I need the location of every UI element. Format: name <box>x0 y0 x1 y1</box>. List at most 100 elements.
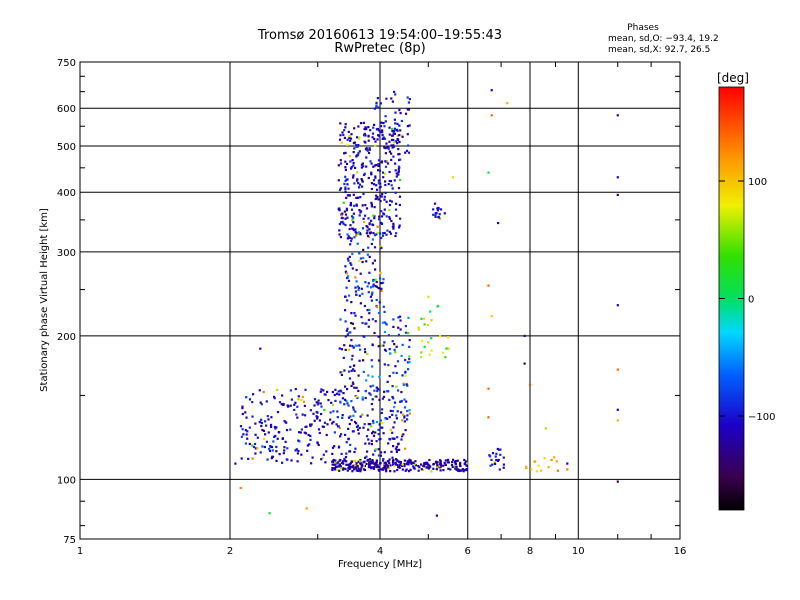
data-point <box>339 134 342 137</box>
data-point <box>400 119 403 123</box>
data-point <box>338 464 341 467</box>
data-point <box>392 222 395 225</box>
data-point <box>417 469 420 472</box>
data-point <box>259 401 262 404</box>
data-point <box>333 463 336 466</box>
data-point <box>377 129 380 132</box>
data-point <box>388 461 391 465</box>
data-point <box>308 443 311 446</box>
data-point <box>343 457 346 460</box>
data-point <box>346 388 349 391</box>
data-point <box>362 121 365 124</box>
data-point <box>399 319 402 322</box>
data-point <box>252 445 256 449</box>
data-point <box>358 252 361 255</box>
data-point <box>354 460 357 463</box>
data-point <box>407 332 410 335</box>
data-point <box>375 101 378 104</box>
data-point <box>259 418 263 422</box>
data-point <box>262 390 265 394</box>
data-point <box>364 204 367 207</box>
data-point <box>365 379 368 382</box>
data-point <box>426 461 429 464</box>
data-point <box>304 388 307 391</box>
data-point <box>383 461 386 464</box>
data-point <box>423 465 426 468</box>
data-point <box>393 470 396 473</box>
data-point <box>342 201 345 204</box>
data-point <box>354 314 357 317</box>
data-point <box>345 209 348 212</box>
data-point <box>396 468 399 472</box>
data-point <box>351 470 354 473</box>
data-point <box>390 138 394 142</box>
data-point <box>362 426 365 429</box>
data-point <box>347 416 351 419</box>
data-point <box>389 180 392 183</box>
data-point <box>374 395 377 398</box>
colorbar: [deg] 100 0 −100 <box>717 71 775 511</box>
data-point <box>407 368 410 371</box>
data-point <box>374 320 377 323</box>
data-point <box>349 443 352 446</box>
data-point <box>375 298 378 302</box>
data-point <box>387 183 390 186</box>
data-point <box>392 426 395 429</box>
data-point <box>241 412 244 416</box>
data-point <box>309 424 312 428</box>
data-point <box>282 452 285 455</box>
data-point <box>345 441 348 444</box>
data-point <box>377 311 381 315</box>
data-point <box>396 360 400 363</box>
data-point <box>372 232 375 235</box>
data-point <box>268 447 271 451</box>
data-point <box>352 414 355 417</box>
data-point <box>376 464 379 467</box>
data-point <box>358 136 361 139</box>
data-point <box>387 364 390 367</box>
data-point <box>525 466 528 470</box>
data-point <box>280 403 283 406</box>
axis-ticks: 1 2 4 6 8 10 16 75 100 200 300 400 500 600 750 <box>57 58 686 557</box>
y-tick-label-750: 750 <box>57 58 76 69</box>
data-point <box>332 458 335 462</box>
data-point <box>357 196 360 199</box>
data-point <box>381 171 385 174</box>
data-point <box>497 458 500 461</box>
data-point <box>234 462 237 465</box>
data-point <box>293 403 296 406</box>
data-point <box>405 383 408 386</box>
data-point <box>358 214 361 217</box>
data-point <box>388 375 391 378</box>
data-point <box>315 415 318 418</box>
data-point <box>406 418 409 421</box>
data-point <box>361 180 364 183</box>
data-point <box>383 464 386 467</box>
data-point <box>439 335 442 338</box>
data-point <box>348 155 352 158</box>
data-point <box>373 206 376 209</box>
data-point <box>278 453 281 456</box>
data-point <box>363 304 366 308</box>
data-point <box>368 148 371 151</box>
data-point <box>399 112 402 115</box>
data-point <box>381 422 384 425</box>
data-point <box>346 194 349 197</box>
data-point <box>348 465 351 468</box>
data-point <box>359 460 362 463</box>
data-point <box>373 389 376 392</box>
data-point <box>379 195 382 198</box>
data-point <box>465 464 468 467</box>
data-point <box>344 270 347 273</box>
data-point <box>340 452 343 455</box>
data-point <box>380 161 383 164</box>
data-point <box>336 468 339 471</box>
data-point <box>351 381 354 384</box>
data-point <box>351 227 355 230</box>
data-point <box>361 292 364 295</box>
data-point <box>372 466 375 469</box>
data-point <box>408 412 411 415</box>
data-point <box>397 173 400 176</box>
data-point <box>326 423 329 426</box>
data-point <box>351 218 354 221</box>
